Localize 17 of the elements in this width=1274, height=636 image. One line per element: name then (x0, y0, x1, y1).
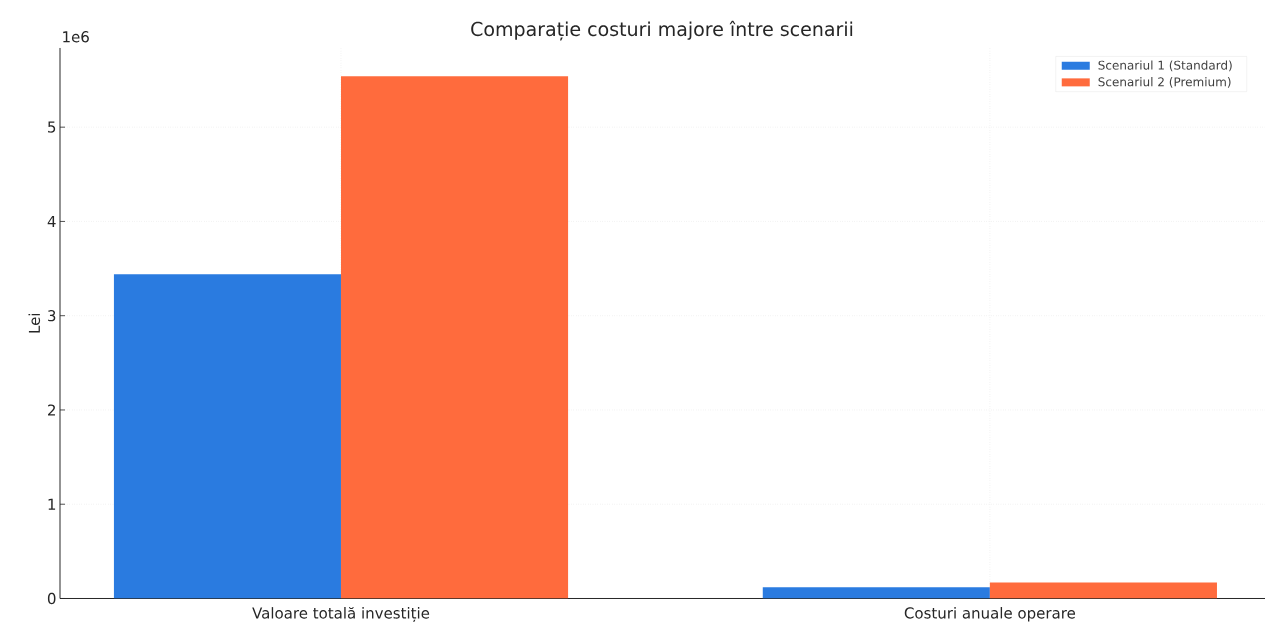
chart-title: Comparație costuri majore între scenarii (471, 20, 853, 41)
legend-label: Scenariul 1 (Standard) (1098, 60, 1232, 72)
y-tick-label: 1 (48, 498, 56, 510)
bar (762, 587, 990, 599)
bar (989, 582, 1217, 599)
y-axis-title: Lei (28, 313, 41, 333)
legend-label: Scenariul 2 (Premium) (1098, 77, 1231, 88)
y-tick-label: 3 (48, 310, 56, 322)
y-tick-label: 4 (47, 215, 56, 227)
bar (113, 274, 341, 599)
y-tick-label: 0 (47, 592, 56, 605)
y-tick-label: 2 (48, 404, 55, 416)
x-tick-label: Costuri anuale operare (904, 607, 1076, 622)
y-tick-label: 5 (48, 121, 56, 133)
bar (340, 76, 569, 599)
x-tick-label: Valoare totală investiție (252, 607, 430, 623)
text: 1e6 (63, 31, 89, 43)
